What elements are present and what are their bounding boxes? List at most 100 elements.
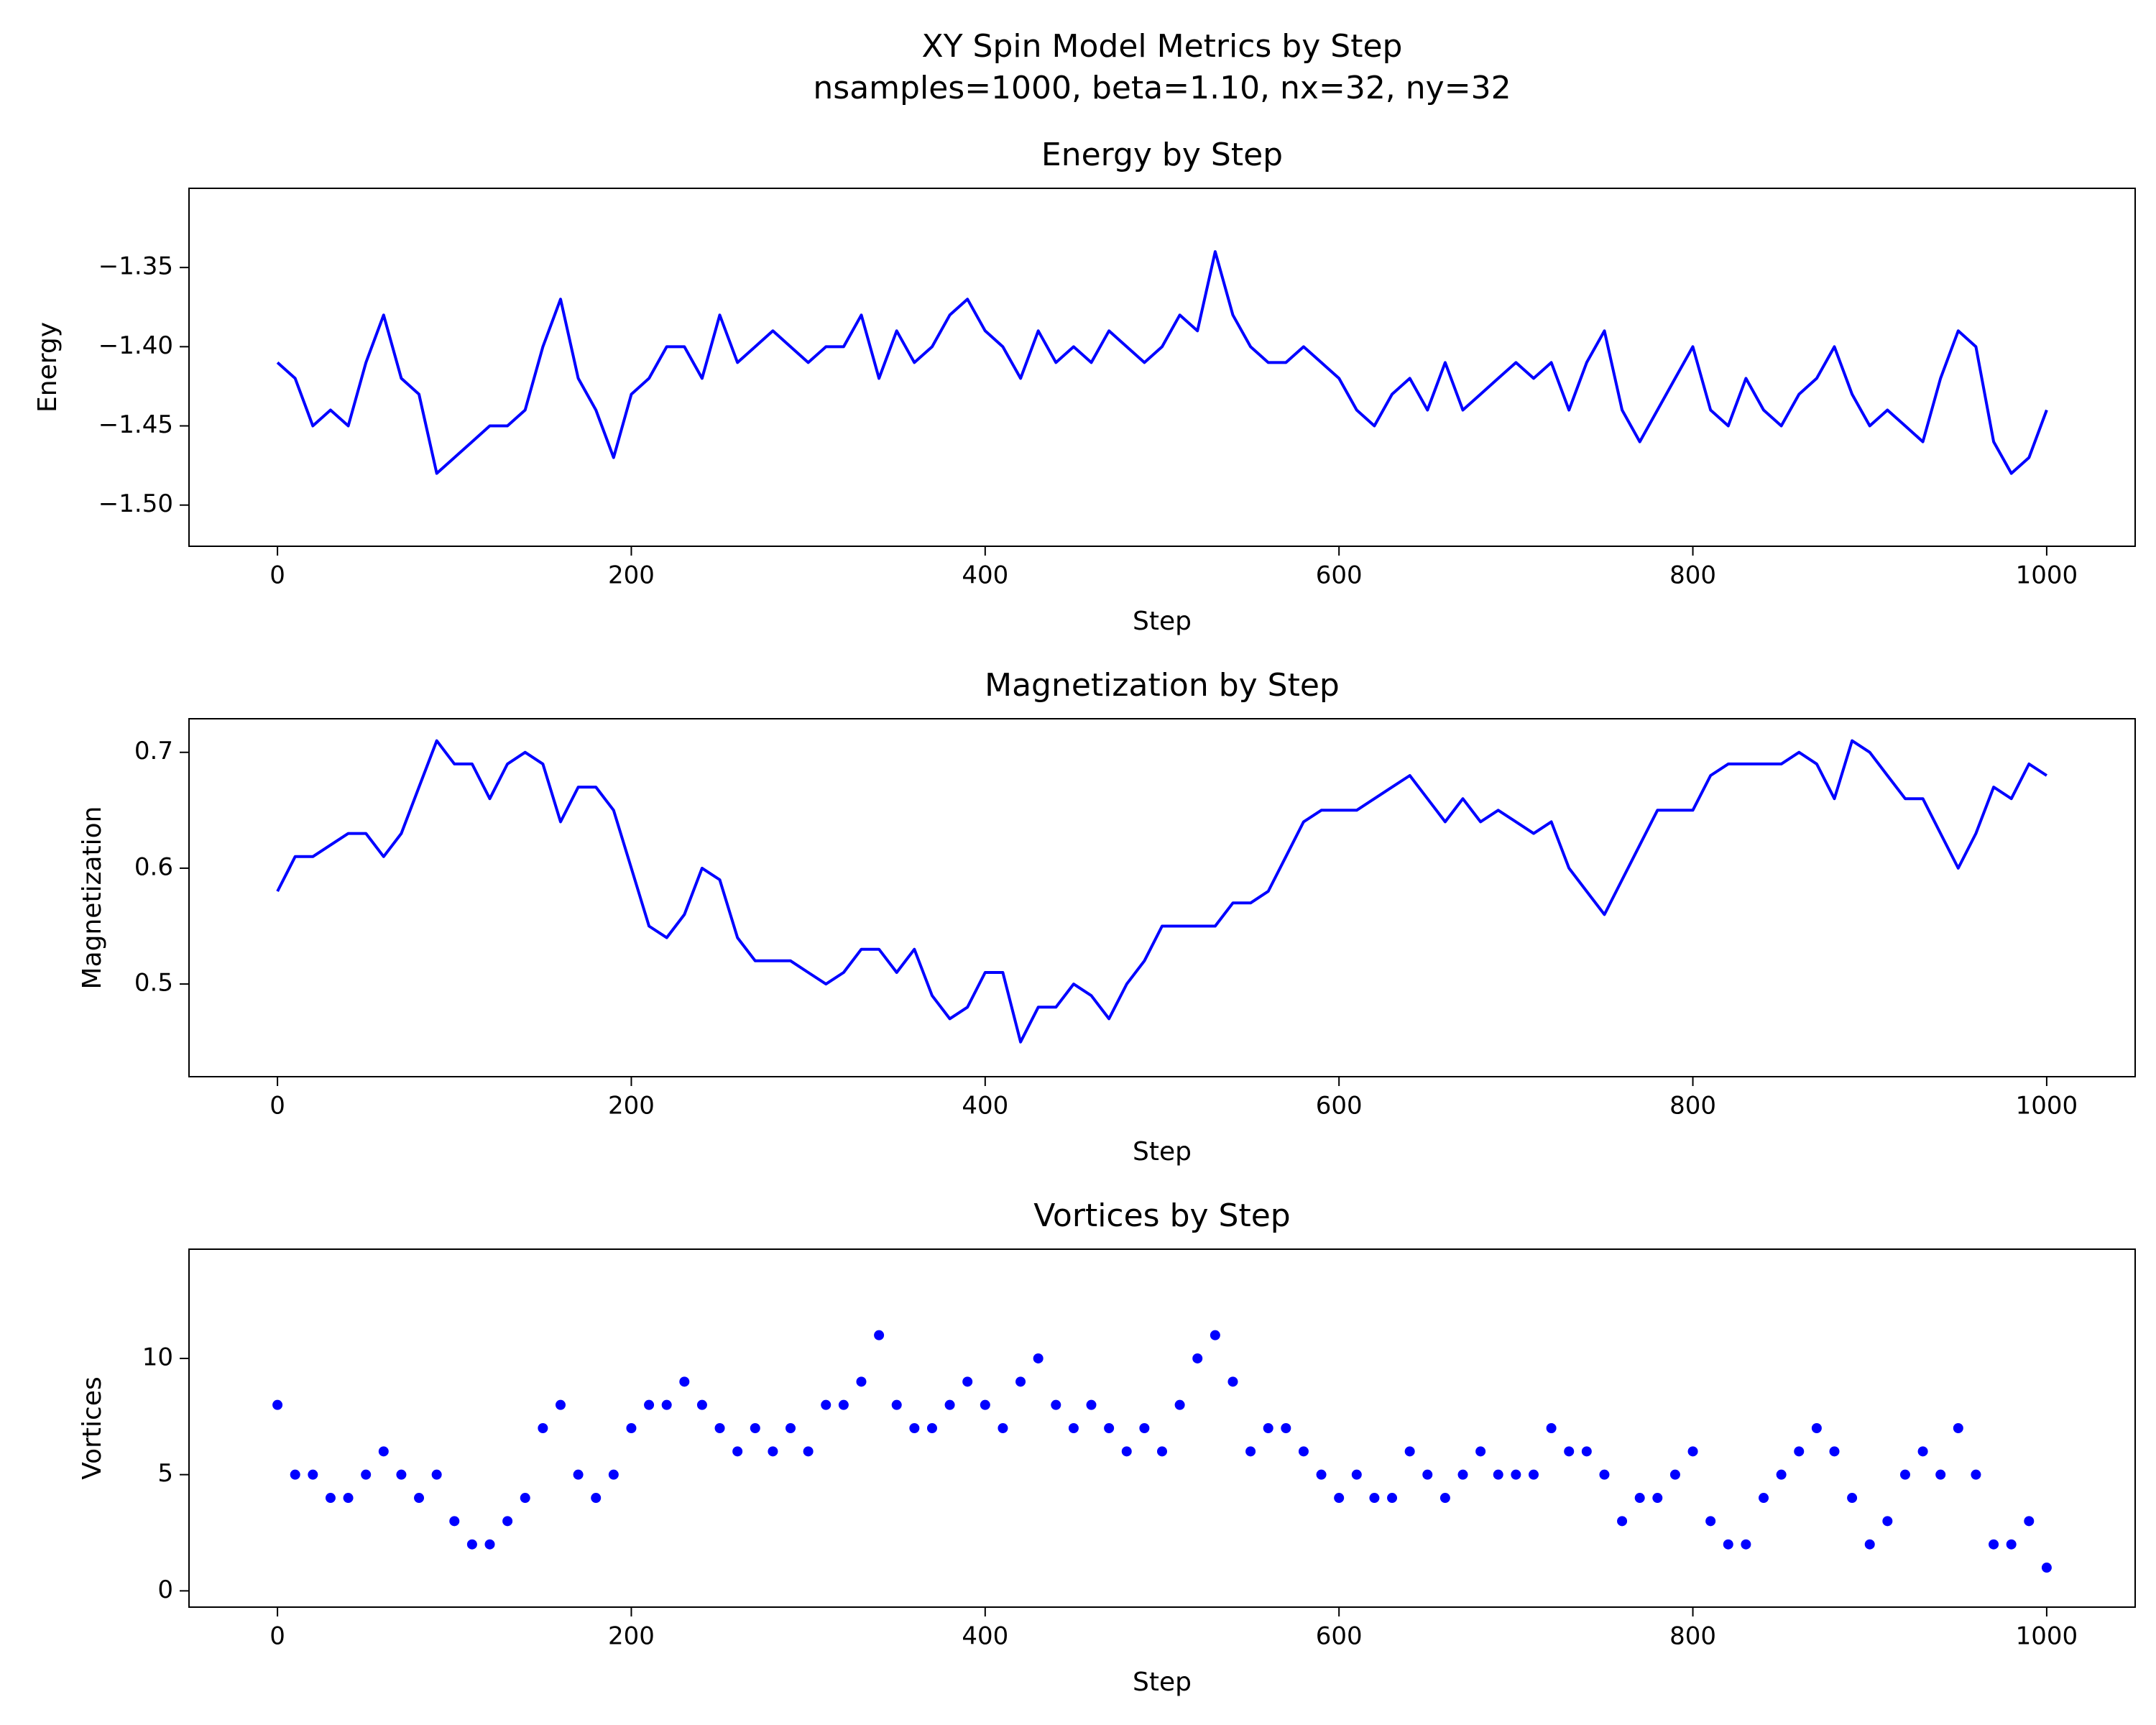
x-tick-label: 400	[962, 1092, 1008, 1121]
data-point	[1192, 1353, 1203, 1363]
data-point	[290, 1469, 300, 1480]
figure-title: XY Spin Model Metrics by Step	[922, 28, 1403, 65]
data-point	[343, 1493, 354, 1504]
data-point	[1121, 1446, 1132, 1457]
data-point	[750, 1423, 760, 1433]
data-point	[891, 1399, 902, 1410]
data-line	[276, 250, 2048, 475]
data-point	[1174, 1399, 1185, 1410]
data-point	[1351, 1469, 1362, 1480]
plot-frame	[188, 718, 2136, 1077]
subplot-title: Energy by Step	[1041, 137, 1283, 173]
data-point	[1422, 1469, 1433, 1480]
data-point	[1953, 1423, 1963, 1433]
data-point	[449, 1516, 460, 1527]
data-point	[1899, 1469, 1910, 1480]
x-tick-label: 1000	[2016, 1622, 2078, 1651]
data-point	[644, 1399, 655, 1410]
data-point	[1864, 1539, 1875, 1550]
data-point	[1528, 1469, 1539, 1480]
data-point	[573, 1469, 584, 1480]
data-point	[1581, 1446, 1592, 1457]
x-tick-label: 800	[1669, 1622, 1716, 1651]
data-point	[962, 1376, 973, 1387]
data-point	[325, 1493, 336, 1504]
data-point	[732, 1446, 743, 1457]
data-point	[484, 1539, 495, 1550]
x-tick-label: 600	[1316, 1622, 1363, 1651]
data-point	[998, 1423, 1008, 1433]
data-point	[1652, 1493, 1663, 1504]
data-point	[1157, 1446, 1167, 1457]
y-axis-label: Vortices	[78, 1376, 107, 1479]
y-tick-label: −1.50	[98, 489, 173, 518]
data-point	[396, 1469, 407, 1480]
data-point	[272, 1399, 283, 1410]
data-point	[1334, 1493, 1345, 1504]
data-point	[1493, 1469, 1503, 1480]
data-point	[1104, 1423, 1115, 1433]
x-tick-label: 600	[1316, 561, 1363, 590]
data-point	[538, 1423, 548, 1433]
x-tick-label: 0	[270, 561, 285, 590]
data-point	[1369, 1493, 1380, 1504]
data-point	[1971, 1469, 1981, 1480]
y-tick-label: −1.45	[98, 410, 173, 439]
data-point	[838, 1399, 849, 1410]
data-point	[1281, 1423, 1291, 1433]
data-point	[1741, 1539, 1751, 1550]
data-point	[1599, 1469, 1610, 1480]
data-point	[1439, 1493, 1450, 1504]
data-point	[2041, 1563, 2052, 1573]
data-point	[679, 1376, 690, 1387]
data-point	[1316, 1469, 1327, 1480]
y-tick-label: −1.35	[98, 252, 173, 281]
data-point	[1776, 1469, 1787, 1480]
data-point	[608, 1469, 619, 1480]
data-point	[1139, 1423, 1150, 1433]
data-point	[1935, 1469, 1946, 1480]
data-point	[1051, 1399, 1061, 1410]
data-point	[909, 1423, 920, 1433]
data-point	[1298, 1446, 1309, 1457]
x-tick-label: 800	[1669, 561, 1716, 590]
data-point	[1245, 1446, 1256, 1457]
data-point	[1617, 1516, 1628, 1527]
data-point	[1263, 1423, 1273, 1433]
data-point	[1511, 1469, 1521, 1480]
data-point	[308, 1469, 318, 1480]
data-point	[661, 1399, 672, 1410]
data-point	[431, 1469, 442, 1480]
y-tick-label: 0.5	[134, 969, 173, 998]
x-tick-label: 400	[962, 1622, 1008, 1651]
data-point	[1917, 1446, 1928, 1457]
data-point	[1829, 1446, 1840, 1457]
data-point	[1759, 1493, 1769, 1504]
data-point	[1847, 1493, 1858, 1504]
data-point	[1989, 1539, 1999, 1550]
data-point	[1404, 1446, 1415, 1457]
data-point	[1811, 1423, 1822, 1433]
data-point	[591, 1493, 602, 1504]
data-line	[276, 739, 2047, 1044]
x-tick-label: 400	[962, 561, 1008, 590]
data-point	[874, 1330, 885, 1340]
plot-frame	[188, 188, 2136, 547]
x-tick-label: 600	[1316, 1092, 1363, 1121]
data-point	[1210, 1330, 1220, 1340]
y-axis-label: Energy	[33, 322, 63, 413]
data-point	[696, 1399, 707, 1410]
data-point	[378, 1446, 389, 1457]
data-point	[520, 1493, 530, 1504]
y-tick-label: 10	[142, 1343, 173, 1371]
data-point	[466, 1539, 477, 1550]
x-tick-label: 1000	[2016, 1092, 2078, 1121]
x-axis-label: Step	[1133, 1668, 1192, 1697]
figure-subtitle: nsamples=1000, beta=1.10, nx=32, ny=32	[813, 70, 1511, 106]
data-point	[1068, 1423, 1079, 1433]
x-tick-label: 0	[270, 1622, 285, 1651]
data-point	[414, 1493, 425, 1504]
data-point	[944, 1399, 955, 1410]
y-tick-label: −1.40	[98, 331, 173, 360]
x-axis-label: Step	[1133, 1137, 1192, 1167]
